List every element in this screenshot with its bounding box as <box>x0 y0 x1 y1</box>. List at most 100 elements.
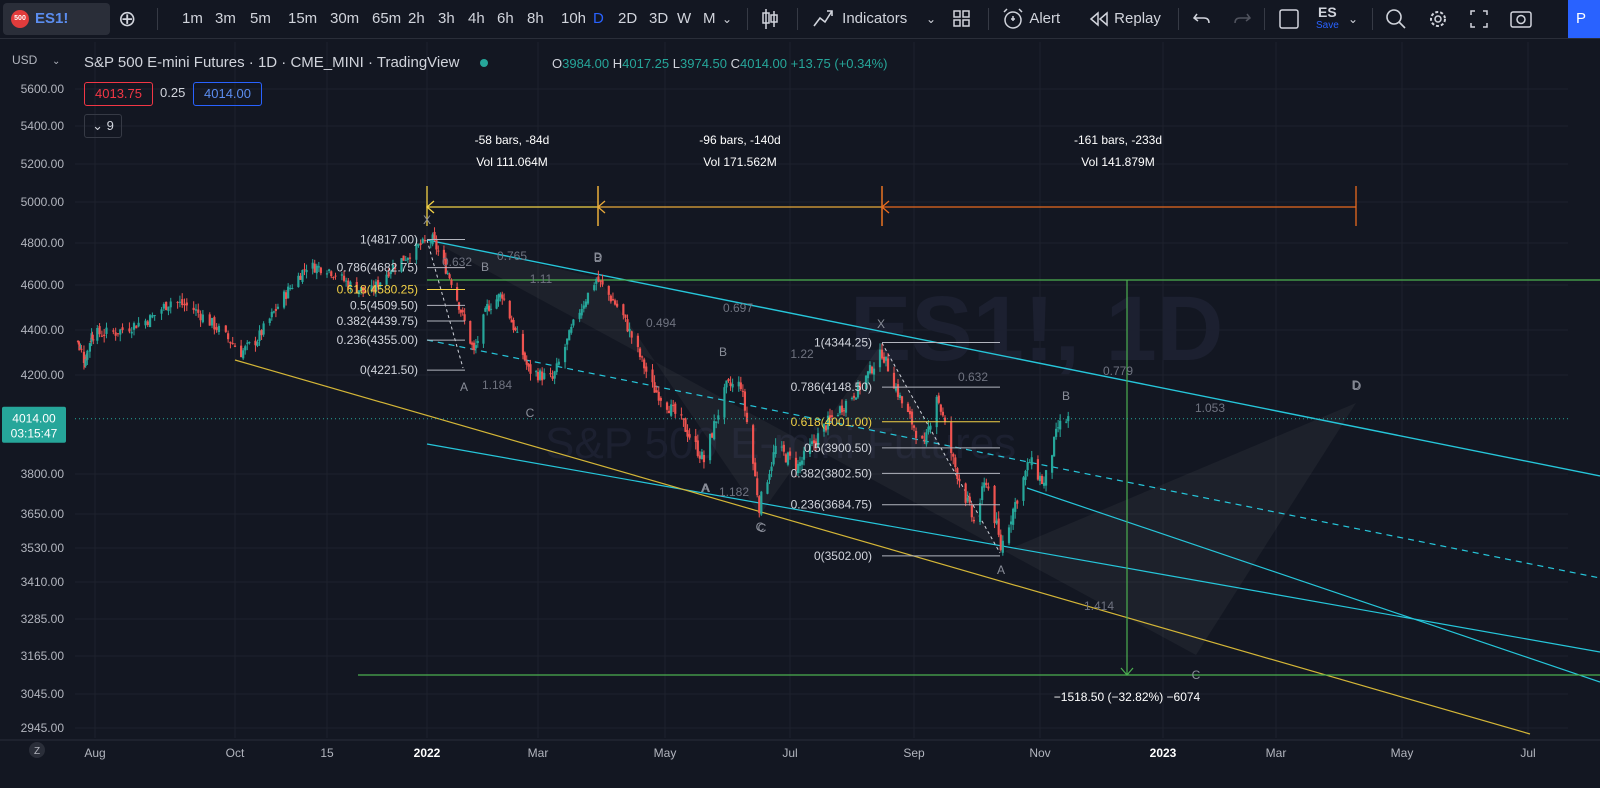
candle-body <box>240 345 243 358</box>
candle-body <box>258 330 261 342</box>
add-symbol-icon[interactable]: ⊕ <box>118 6 137 31</box>
candle-body <box>768 473 771 480</box>
time-tick-label: 2022 <box>414 746 441 760</box>
candle-body <box>937 395 940 403</box>
candle-body <box>784 454 788 463</box>
interval-3m[interactable]: 3m <box>215 10 236 27</box>
interval-2h[interactable]: 2h <box>408 10 425 27</box>
indicators-label: Indicators <box>842 10 908 27</box>
templates-icon[interactable] <box>952 0 972 38</box>
candle-body <box>770 466 773 472</box>
interval-3h[interactable]: 3h <box>438 10 455 27</box>
candle-body <box>597 276 600 282</box>
fib-level-label: 0.786(4148.50) <box>791 380 872 394</box>
interval-10h[interactable]: 10h <box>561 10 587 27</box>
sell-price-button[interactable]: 4013.75 <box>84 82 153 106</box>
candle-body <box>702 454 706 463</box>
market-status-dot <box>479 59 488 68</box>
legend-title[interactable]: S&P 500 E-mini Futures · 1D · CME_MINI ·… <box>84 54 460 71</box>
interval-2d[interactable]: 2D <box>618 10 638 27</box>
interval-15m[interactable]: 15m <box>288 10 318 27</box>
candle-body <box>854 397 858 400</box>
price-chart[interactable]: ES1!, 1DS&P 500 E-mini Futures 1(4817.00… <box>0 38 1600 788</box>
range-volume-label: Vol 171.562M <box>703 155 776 169</box>
interval-30m[interactable]: 30m <box>330 10 360 27</box>
candle-body <box>476 340 479 344</box>
layout-name-button[interactable]: ES Save <box>1316 5 1339 35</box>
replay-button[interactable]: Replay <box>1088 0 1161 38</box>
chevron-down-icon[interactable]: ⌄ <box>1348 12 1359 26</box>
interval-1m[interactable]: 1m <box>182 10 203 27</box>
candle-body <box>270 311 273 318</box>
candle-body <box>536 372 540 381</box>
candle-body <box>495 299 498 309</box>
candle-body <box>908 410 912 415</box>
candle-body <box>580 308 583 316</box>
candle-body <box>872 368 876 375</box>
alert-button[interactable]: Alert <box>1002 0 1060 38</box>
redo-icon[interactable] <box>1232 0 1252 38</box>
candle-body <box>878 349 882 368</box>
chevron-down-icon[interactable]: ⌄ <box>722 12 733 26</box>
candle-body <box>713 421 716 440</box>
interval-6h[interactable]: 6h <box>497 10 514 27</box>
interval-w[interactable]: W <box>677 10 692 27</box>
symbol-search-button[interactable]: 500 ES1! <box>3 3 110 35</box>
gear-icon[interactable] <box>1427 0 1449 38</box>
candle-body <box>578 312 581 319</box>
interval-d[interactable]: D <box>593 10 604 27</box>
candle-body <box>482 314 485 344</box>
candle-body <box>88 343 91 352</box>
chevron-down-icon[interactable]: ⌄ <box>926 12 937 26</box>
candle-body <box>527 363 530 367</box>
candle-body <box>645 366 648 372</box>
undo-icon[interactable] <box>1192 0 1212 38</box>
fullscreen-icon[interactable] <box>1468 0 1490 38</box>
candle-body <box>978 502 982 523</box>
axes: USD ⌄ 5600.00 5400.00 5200.00 5000.00 4800.00 4… <box>0 42 1600 760</box>
interval-65m[interactable]: 65m <box>372 10 402 27</box>
candle-body <box>745 412 749 422</box>
candle-body <box>391 265 395 272</box>
search-icon[interactable] <box>1385 0 1407 38</box>
candle-body <box>210 318 214 326</box>
indicators-button[interactable]: Indicators <box>812 0 907 38</box>
candle-body <box>183 303 186 306</box>
publish-button[interactable]: P <box>1568 0 1600 38</box>
candle-body <box>199 313 202 321</box>
candle-body <box>638 348 642 358</box>
candle-body <box>128 328 131 332</box>
buy-price-button[interactable]: 4014.00 <box>193 82 262 106</box>
interval-8h[interactable]: 8h <box>527 10 544 27</box>
candle-body <box>1009 521 1013 525</box>
candle-body <box>824 425 828 431</box>
collapse-indicators-button[interactable]: ⌄ 9 <box>84 114 122 138</box>
camera-icon[interactable] <box>1509 0 1533 38</box>
candle-body <box>570 326 573 333</box>
candle-body <box>435 238 438 250</box>
candle-body <box>262 323 265 335</box>
time-tick-label: May <box>654 746 677 760</box>
fib-level-label: 0.382(3802.50) <box>791 466 872 480</box>
interval-4h[interactable]: 4h <box>468 10 485 27</box>
candle-body <box>486 303 489 310</box>
candle-body <box>132 323 136 330</box>
bar-countdown: 03:15:47 <box>11 427 58 441</box>
layout-square-icon[interactable] <box>1278 0 1300 38</box>
candle-body <box>457 302 461 310</box>
interval-m[interactable]: M <box>703 10 716 27</box>
candle-body <box>929 425 932 430</box>
candle-body <box>319 267 322 274</box>
candle-body <box>285 292 288 299</box>
candle-body <box>406 257 409 260</box>
candlestick-chart-type-icon[interactable] <box>760 0 780 38</box>
time-tick-label: Mar <box>528 746 549 760</box>
candle-body <box>1001 540 1004 553</box>
candle-body <box>880 349 884 359</box>
candle-body <box>686 430 689 437</box>
interval-3d[interactable]: 3D <box>649 10 669 27</box>
fib-level-label: 0(4221.50) <box>360 363 418 377</box>
interval-5m[interactable]: 5m <box>250 10 271 27</box>
candle-body <box>516 331 519 333</box>
pattern-ratio-label: 0.632 <box>442 255 472 269</box>
